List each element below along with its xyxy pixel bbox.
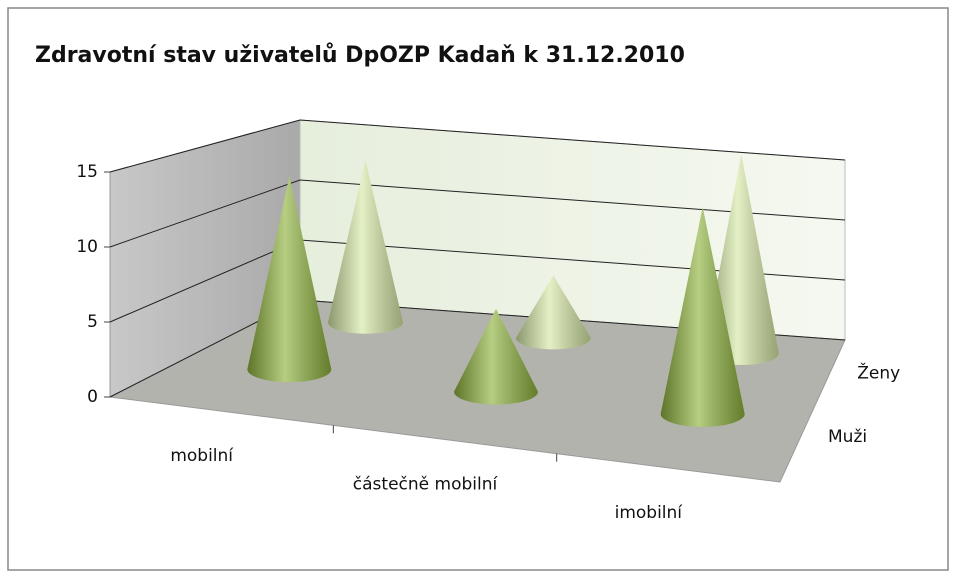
y-tick-label: 5 xyxy=(87,312,98,332)
y-tick-label: 10 xyxy=(76,237,98,257)
cone-shade xyxy=(454,308,538,405)
grid-line xyxy=(109,119,846,173)
cone-shade xyxy=(247,176,332,383)
legend-label: Ženy xyxy=(857,361,900,383)
legend-label: Muži xyxy=(828,427,867,447)
cone-shade xyxy=(515,275,591,350)
cone-shade xyxy=(327,160,403,334)
y-tick-label: 0 xyxy=(87,387,98,407)
y-tick-label: 15 xyxy=(76,162,98,182)
grid-line xyxy=(109,179,846,248)
x-tick-label: imobilní xyxy=(615,503,684,523)
x-tick-label: částečně mobilní xyxy=(353,475,499,495)
chart-title: Zdravotní stav uživatelů DpOZP Kadaň k 3… xyxy=(35,43,685,68)
cone-shade xyxy=(660,207,745,427)
x-tick-label: mobilní xyxy=(170,446,234,466)
